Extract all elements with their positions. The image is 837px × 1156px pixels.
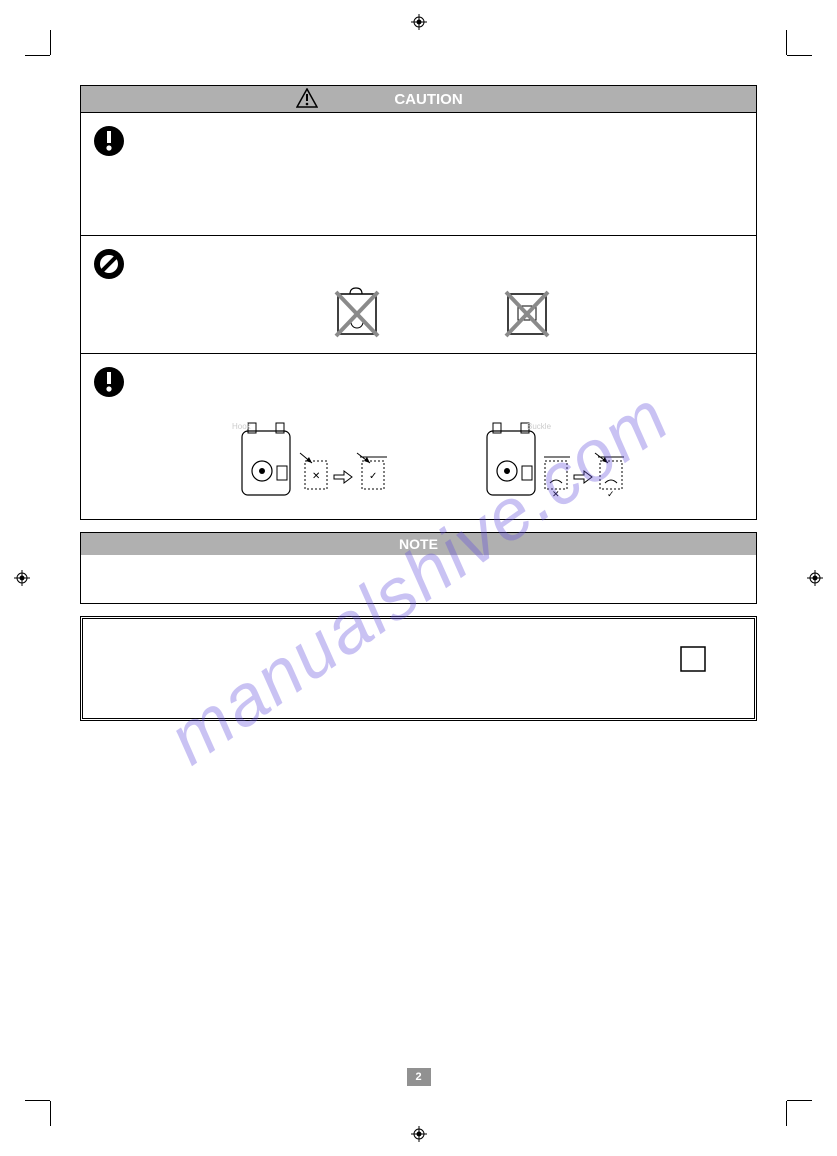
crop-mark [787, 1100, 812, 1101]
registration-mark-icon [411, 14, 427, 30]
directive-title: Directive [99, 633, 648, 653]
prohibit-icon [93, 244, 125, 285]
page-number: 2 [407, 1068, 431, 1086]
crop-mark [786, 30, 787, 55]
registration-mark-icon [807, 570, 823, 586]
svg-text:Buckle: Buckle [527, 422, 552, 431]
section-text: Set the remote control to the most suita… [137, 382, 746, 413]
note-body: The English text is the original instruc… [81, 555, 756, 603]
svg-text:✕: ✕ [312, 471, 320, 482]
weee-label: Do not dispose [663, 683, 723, 693]
outdoor-unit-object-icon [502, 286, 552, 341]
crop-mark [787, 55, 812, 56]
section-text: Doing so could cause personal injury thr… [137, 263, 746, 278]
warning-triangle-icon [296, 88, 318, 108]
section-text: Outdoor unit: 250V 3.15A [137, 171, 746, 186]
directive-box: Directive Waste Electric and Electronic … [80, 616, 757, 721]
page-content: CAUTION Use only fuse with correct amper… [80, 85, 757, 1066]
section-title: Set the most suitable room temperature. [137, 362, 746, 377]
registration-mark-icon [411, 1126, 427, 1142]
svg-text:✕: ✕ [552, 489, 560, 499]
crop-mark [25, 55, 50, 56]
section-text: Use of fuse with incorrect amperage coul… [137, 140, 746, 155]
crop-mark [786, 1101, 787, 1126]
weee-icon: Do not dispose [648, 643, 738, 693]
temperature-diagrams: Hook ✕ ✓ [137, 421, 746, 511]
caution-box: CAUTION Use only fuse with correct amper… [80, 85, 757, 520]
directive-body: Waste Electric and Electronic Equipment … [99, 656, 648, 704]
crop-mark [50, 30, 51, 55]
caution-header: CAUTION [81, 86, 756, 112]
caution-section-fuse: Use only fuse with correct amperage. Use… [81, 112, 756, 235]
crop-mark [50, 1101, 51, 1126]
caution-title: CAUTION [394, 91, 462, 108]
mandatory-icon [93, 362, 125, 403]
outdoor-unit-step-icon [332, 286, 382, 341]
section-title: Do not step on or place objects on/in th… [137, 244, 746, 259]
note-box: NOTE The English text is the original in… [80, 532, 757, 604]
svg-text:✓: ✓ [369, 471, 377, 482]
section-title: Use only fuse with correct amperage. [137, 121, 746, 136]
caution-section-temp: Set the most suitable room temperature. … [81, 353, 756, 518]
section-text: Indoor unit: 250V 3.15A [137, 156, 746, 171]
airflow-diagram-group: Hook ✕ ✓ [222, 421, 422, 511]
outdoor-unit-diagrams [137, 286, 746, 341]
svg-text:Hook: Hook [232, 422, 252, 431]
svg-text:✓: ✓ [607, 489, 615, 499]
note-header: NOTE [81, 533, 756, 555]
crop-mark [25, 1100, 50, 1101]
registration-mark-icon [14, 570, 30, 586]
airflow-diagram-group: Buckle ✕ ✓ [482, 421, 662, 511]
caution-section-step: Do not step on or place objects on/in th… [81, 235, 756, 354]
mandatory-icon [93, 121, 125, 162]
